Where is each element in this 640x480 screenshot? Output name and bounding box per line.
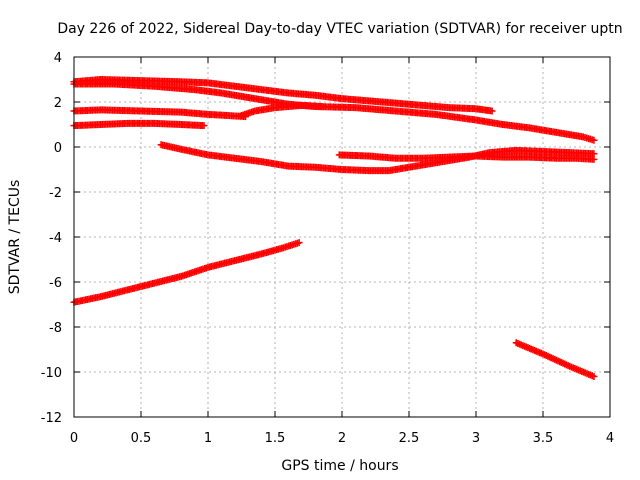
y-tick-label: -6 <box>49 276 62 291</box>
y-axis-label: SDTVAR / TECUs <box>7 180 23 295</box>
x-tick-label: 4 <box>606 431 614 446</box>
series-track-4 <box>238 101 326 119</box>
x-axis-label: GPS time / hours <box>281 458 398 474</box>
data-point <box>590 155 598 163</box>
x-tick-label: 0 <box>70 431 78 446</box>
data-point <box>590 373 598 380</box>
y-tick-label: 2 <box>54 96 62 111</box>
y-tick-label: -8 <box>49 321 62 336</box>
chart-title: Day 226 of 2022, Sidereal Day-to-day VTE… <box>57 21 622 37</box>
x-tick-label: 0.5 <box>131 431 152 446</box>
y-tick-label: -12 <box>41 411 62 426</box>
series-track-2 <box>70 80 598 144</box>
series-track-3 <box>70 106 250 121</box>
data-point <box>200 122 208 130</box>
data-point <box>318 103 326 110</box>
y-tick-label: 4 <box>54 51 62 66</box>
x-tick-label: 2 <box>338 431 346 446</box>
series-track-7 <box>335 151 598 163</box>
series-track-9 <box>512 339 598 380</box>
data-point <box>488 107 496 115</box>
x-tick-labels: 0 0.5 1 1.5 2 2.5 3 3.5 4 <box>70 431 614 446</box>
y-tick-label: -2 <box>49 186 62 201</box>
data-point <box>590 136 598 144</box>
plot-frame <box>73 56 611 418</box>
series-track-8 <box>70 239 303 306</box>
x-tick-label: 1.5 <box>265 431 286 446</box>
x-tick-label: 3.5 <box>533 431 554 446</box>
x-tick-label: 2.5 <box>399 431 420 446</box>
x-tick-label: 1 <box>204 431 212 446</box>
y-tick-label: -10 <box>41 366 62 381</box>
y-tick-label: -4 <box>49 231 62 246</box>
series-track-5 <box>70 119 208 130</box>
data-points <box>70 76 598 380</box>
data-point <box>295 239 303 247</box>
y-tick-labels: 4 2 0 -2 -4 -6 -8 -10 -12 <box>41 51 62 426</box>
y-tick-label: 0 <box>54 141 62 156</box>
x-tick-label: 3 <box>472 431 480 446</box>
